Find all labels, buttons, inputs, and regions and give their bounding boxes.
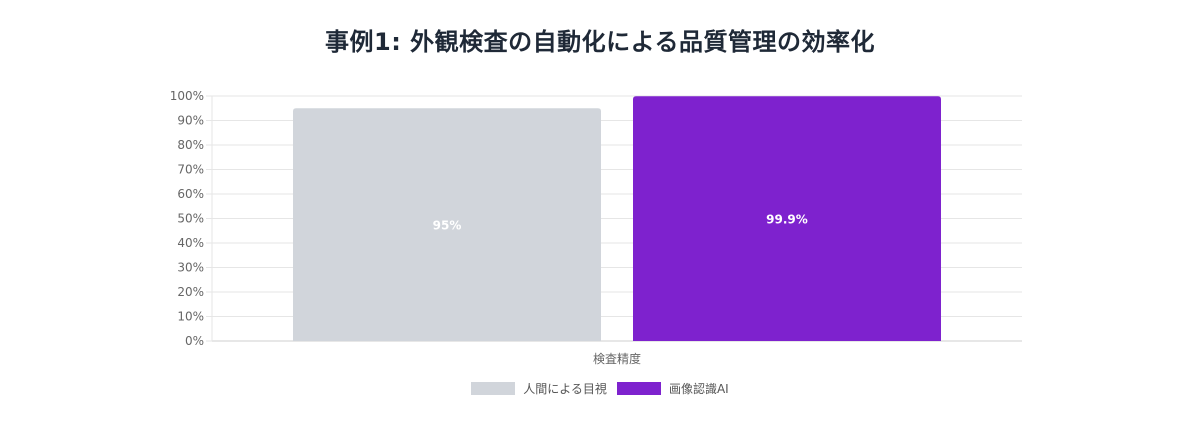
legend: 人間による目視 画像認識AI (0, 380, 1200, 397)
bar-human (293, 108, 601, 341)
legend-swatch-ai (616, 382, 661, 395)
bar-value-label: 99.9% (766, 213, 808, 227)
y-tick-label: 30% (177, 261, 204, 275)
bars (293, 96, 941, 342)
legend-item-human[interactable]: 人間による目視 (471, 380, 607, 397)
y-tick-label: 70% (177, 163, 204, 177)
legend-label-ai: 画像認識AI (668, 382, 729, 396)
y-tick-label: 10% (177, 310, 204, 324)
y-tick-label: 80% (177, 138, 204, 152)
y-tick-label: 90% (177, 114, 204, 128)
y-tick-label: 20% (177, 285, 204, 299)
x-axis-ticks: 検査精度 (593, 351, 641, 366)
legend-swatch-human (471, 382, 516, 395)
legend-label-human: 人間による目視 (523, 382, 607, 396)
chart-title: 事例1: 外観検査の自動化による品質管理の効率化 (325, 28, 875, 56)
y-tick-label: 0% (185, 334, 204, 348)
y-tick-label: 40% (177, 236, 204, 250)
bar-labels: 95% 99.9% (433, 213, 808, 233)
bar-ai (633, 96, 941, 342)
y-axis-ticks: 0% 10% 20% 30% 40% 50% 60% 70% 80% 90% 100% (170, 89, 204, 348)
x-tick-label: 検査精度 (593, 351, 641, 366)
y-tick-label: 50% (177, 212, 204, 226)
y-tick-label: 60% (177, 187, 204, 201)
y-tick-label: 100% (170, 89, 204, 103)
legend-item-ai[interactable]: 画像認識AI (616, 380, 729, 397)
bar-value-label: 95% (433, 219, 462, 233)
